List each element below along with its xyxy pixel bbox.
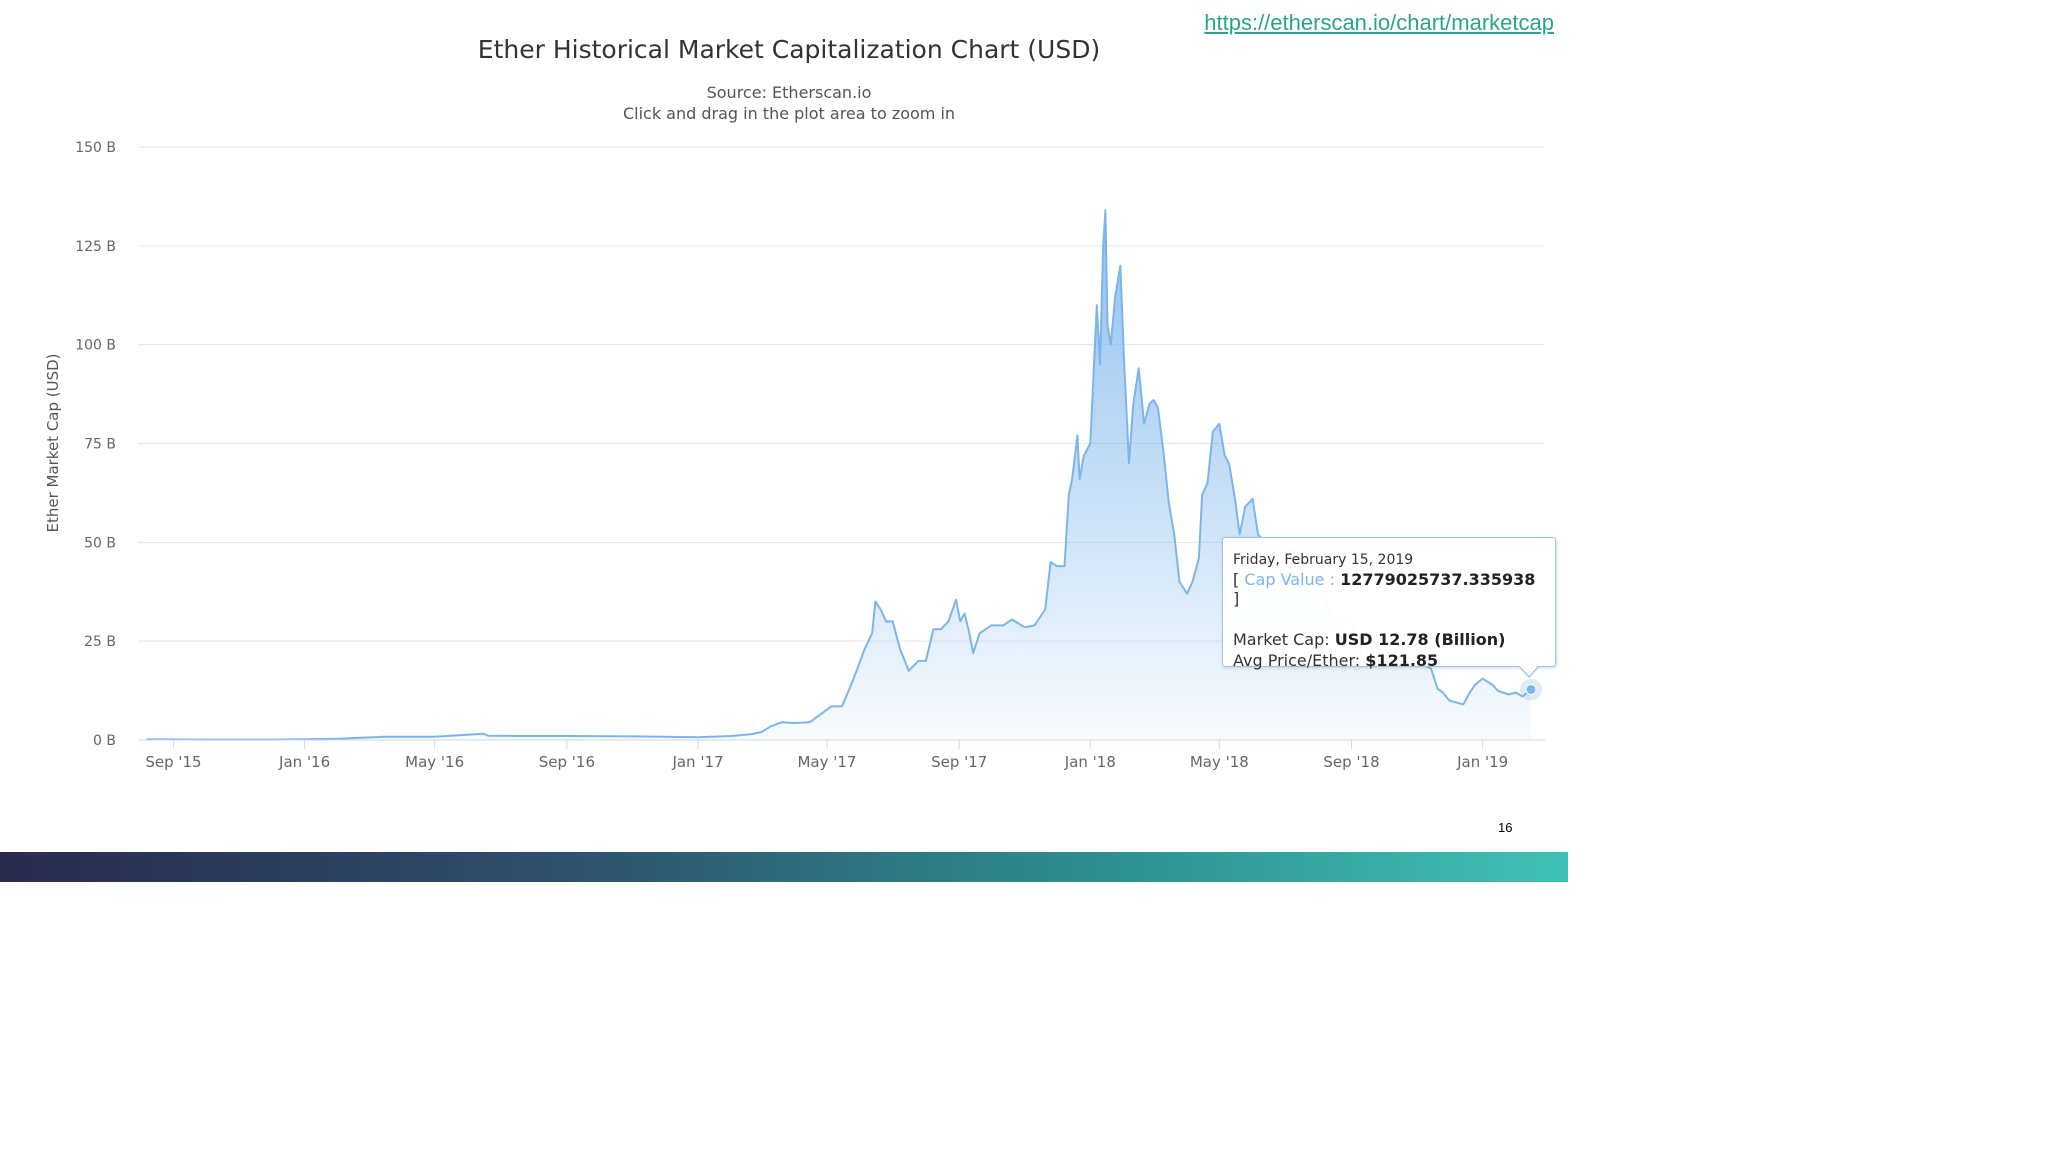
footer-gradient-bar	[0, 852, 1568, 882]
tooltip-avg-price: Avg Price/Ether: $121.85	[1233, 651, 1545, 670]
market-cap-area	[146, 210, 1532, 741]
x-tick-label: Jan '18	[1064, 753, 1116, 771]
hover-point	[1525, 683, 1537, 695]
y-axis-ticks: 0 B 25 B 50 B 75 B 100 B 125 B 150 B	[75, 140, 116, 749]
tooltip-avg-price-label: Avg Price/Ether:	[1233, 651, 1361, 670]
x-tick-label: Jan '16	[278, 753, 330, 771]
y-tick-label: 75 B	[84, 437, 116, 453]
x-tick-label: May '17	[797, 753, 856, 771]
x-tick-label: Jan '19	[1456, 753, 1508, 771]
tooltip-market-cap-value: USD 12.78 (Billion)	[1334, 630, 1506, 649]
x-tick-label: Sep '15	[145, 753, 201, 771]
y-tick-label: 50 B	[84, 535, 116, 551]
y-tick-label: 100 B	[75, 338, 116, 354]
tooltip-pointer-inner	[1519, 665, 1539, 676]
slide-page-number: 16	[1498, 820, 1513, 835]
x-tick-label: Sep '17	[931, 753, 987, 771]
y-tick-label: 125 B	[75, 239, 116, 255]
chart-subtitle: Source: Etherscan.io	[707, 83, 872, 102]
hover-marker-layer	[1520, 678, 1543, 701]
x-tick-label: Sep '16	[539, 753, 595, 771]
x-tick-label: May '18	[1190, 753, 1249, 771]
y-tick-label: 0 B	[93, 733, 116, 749]
x-tick-label: Sep '18	[1323, 753, 1379, 771]
y-tick-label: 150 B	[75, 140, 116, 156]
x-tick-label: Jan '17	[671, 753, 723, 771]
chart-subtitle-zoom-hint: Click and drag in the plot area to zoom …	[623, 104, 955, 123]
tooltip-cap-value: [ Cap Value : 12779025737.335938 ]	[1233, 570, 1545, 608]
y-tick-label: 25 B	[84, 634, 116, 650]
tooltip-market-cap: Market Cap: USD 12.78 (Billion)	[1233, 630, 1545, 649]
tooltip-market-cap-label: Market Cap:	[1233, 630, 1330, 649]
tooltip-avg-price-value: $121.85	[1365, 651, 1439, 670]
tooltip-cap-close-bracket: ]	[1233, 589, 1240, 608]
chart-title: Ether Historical Market Capitalization C…	[478, 35, 1100, 64]
x-axis-ticks: Sep '15 Jan '16 May '16 Sep '16 Jan '17 May '…	[145, 740, 1508, 771]
y-gridlines	[138, 146, 1545, 642]
tooltip-cap-open-bracket: [	[1233, 570, 1240, 589]
y-axis-title: Ether Market Cap (USD)	[44, 353, 62, 532]
market-cap-chart[interactable]: Ether Historical Market Capitalization C…	[0, 0, 1568, 800]
tooltip-date: Friday, February 15, 2019	[1233, 552, 1414, 568]
tooltip-cap-label: Cap Value :	[1244, 570, 1335, 589]
source-url-link[interactable]: https://etherscan.io/chart/marketcap	[1204, 10, 1554, 35]
x-tick-label: May '16	[405, 753, 464, 771]
tooltip-cap-number: 12779025737.335938	[1340, 570, 1536, 589]
data-tooltip: Friday, February 15, 2019 [ Cap Value : …	[1222, 537, 1556, 670]
